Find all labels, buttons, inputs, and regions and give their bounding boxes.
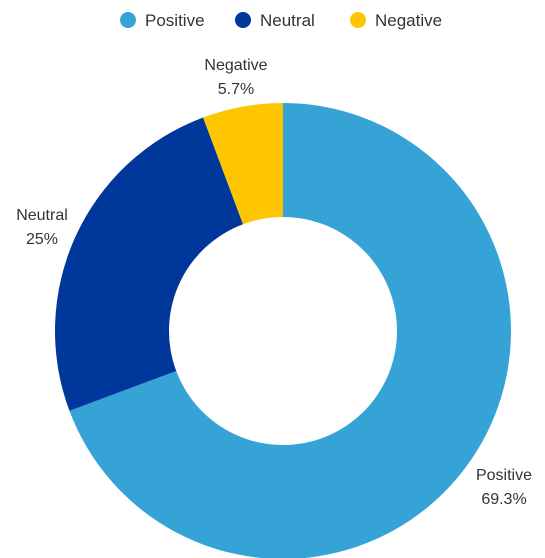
legend-label-negative: Negative [375,11,442,30]
slice-neutral [55,117,244,411]
data-label-value-neutral: 25% [26,231,58,248]
data-labels: Positive 69.3% Neutral 25% Negative 5.7% [16,57,532,508]
legend-marker-neutral [235,12,251,28]
slices [55,103,511,558]
data-label-value-positive: 69.3% [481,491,526,508]
data-label-name-positive: Positive [476,467,532,484]
slice-negative [203,103,283,225]
legend: Positive Neutral Negative [120,11,442,30]
legend-label-neutral: Neutral [260,11,315,30]
data-label-value-negative: 5.7% [218,81,254,98]
legend-marker-negative [350,12,366,28]
legend-marker-positive [120,12,136,28]
slice-positive [69,103,511,558]
data-label-name-negative: Negative [204,57,267,74]
data-label-name-neutral: Neutral [16,207,68,224]
legend-label-positive: Positive [145,11,205,30]
